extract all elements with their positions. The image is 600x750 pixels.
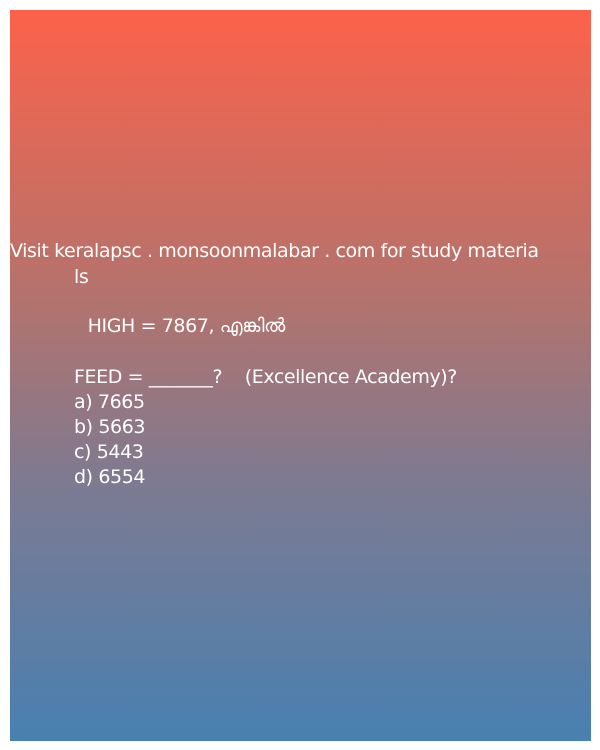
option-d: d) 6554 bbox=[74, 466, 146, 488]
option-a: a) 7665 bbox=[74, 391, 145, 413]
visit-text-continued: ls bbox=[74, 266, 89, 288]
option-c: c) 5443 bbox=[74, 441, 144, 463]
visit-text: Visit keralapsc . monsoonmalabar . com f… bbox=[10, 240, 539, 262]
question-line: FEED = _______? (Excellence Academy)? bbox=[74, 366, 457, 388]
spacer bbox=[74, 339, 584, 365]
question-body: HIGH = 7867, എങ്കിൽ FEED = _______? (Exc… bbox=[74, 314, 584, 490]
option-b: b) 5663 bbox=[74, 416, 146, 438]
question-card: Visit keralapsc . monsoonmalabar . com f… bbox=[10, 10, 591, 741]
given-line: HIGH = 7867, എങ്കിൽ bbox=[82, 315, 286, 337]
